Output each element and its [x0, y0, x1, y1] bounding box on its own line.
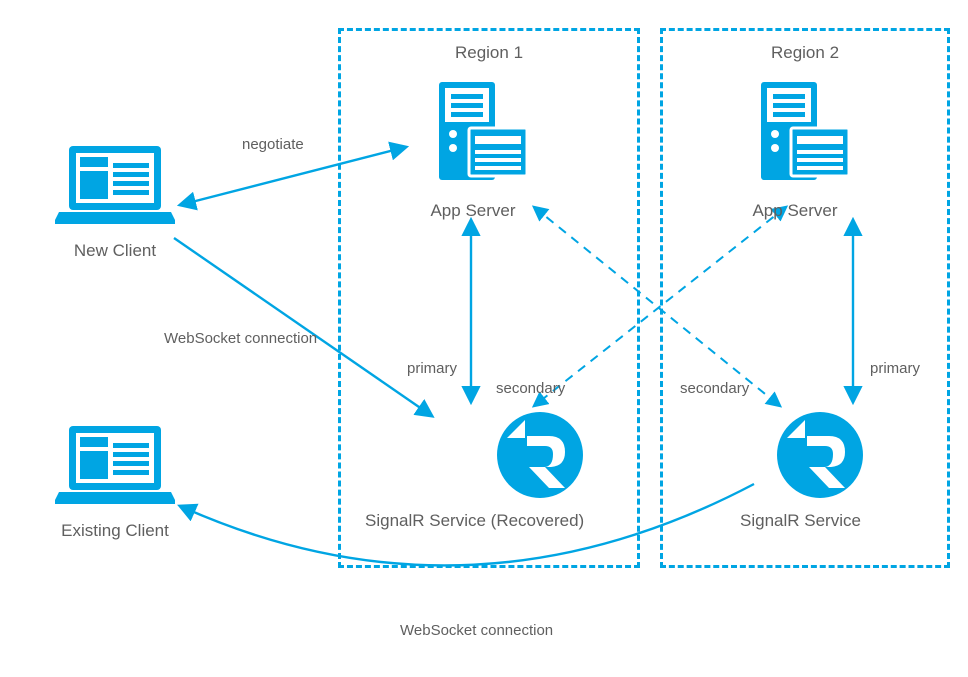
- new-client-node: New Client: [55, 140, 175, 261]
- edge-label-secondary-1: secondary: [496, 380, 565, 397]
- laptop-icon: [55, 140, 175, 230]
- app-server-2-node: App Server: [735, 80, 855, 221]
- edge-label-primary-2: primary: [870, 360, 920, 377]
- edge-label-ws-existing: WebSocket connection: [400, 622, 553, 639]
- server-icon: [735, 80, 855, 190]
- app-server-1-label: App Server: [413, 201, 533, 221]
- app-server-2-label: App Server: [735, 201, 855, 221]
- signalr-2-label: SignalR Service: [740, 511, 861, 531]
- existing-client-node: Existing Client: [55, 420, 175, 541]
- region-2-title: Region 2: [663, 43, 947, 63]
- edge-label-negotiate: negotiate: [242, 136, 304, 153]
- laptop-icon: [55, 420, 175, 510]
- signalr-icon: [495, 410, 585, 500]
- existing-client-label: Existing Client: [55, 521, 175, 541]
- region-1-title: Region 1: [341, 43, 637, 63]
- edge-label-ws-new: WebSocket connection: [164, 330, 317, 347]
- signalr-icon: [775, 410, 865, 500]
- new-client-label: New Client: [55, 241, 175, 261]
- app-server-1-node: App Server: [413, 80, 533, 221]
- server-icon: [413, 80, 533, 190]
- signalr-1-node: SignalR Service (Recovered): [430, 410, 649, 531]
- edge-label-primary-1: primary: [407, 360, 457, 377]
- edge-label-secondary-2: secondary: [680, 380, 749, 397]
- signalr-1-label: SignalR Service (Recovered): [365, 511, 584, 531]
- signalr-2-node: SignalR Service: [760, 410, 881, 531]
